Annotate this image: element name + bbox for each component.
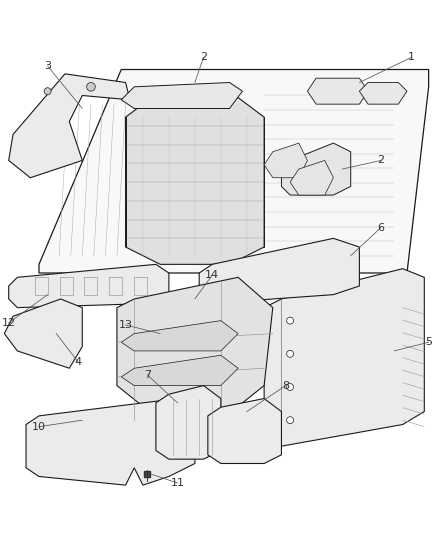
Circle shape: [156, 434, 164, 441]
Polygon shape: [39, 69, 429, 273]
Polygon shape: [126, 91, 264, 264]
Circle shape: [200, 395, 207, 402]
Circle shape: [87, 83, 95, 91]
Text: 2: 2: [378, 156, 385, 165]
Circle shape: [286, 317, 293, 324]
Polygon shape: [117, 277, 273, 420]
Circle shape: [330, 272, 337, 279]
Circle shape: [81, 434, 89, 441]
Polygon shape: [282, 143, 351, 195]
Text: 13: 13: [119, 320, 133, 330]
Text: 8: 8: [282, 381, 290, 391]
Circle shape: [44, 434, 52, 441]
Circle shape: [196, 304, 203, 311]
Circle shape: [243, 424, 251, 433]
Text: 4: 4: [74, 357, 81, 367]
Circle shape: [226, 272, 233, 279]
Polygon shape: [4, 299, 82, 368]
Text: 6: 6: [378, 223, 385, 232]
Polygon shape: [121, 356, 238, 385]
Circle shape: [252, 272, 259, 279]
Polygon shape: [121, 321, 238, 351]
Circle shape: [200, 304, 208, 311]
Circle shape: [304, 272, 311, 279]
Polygon shape: [264, 143, 307, 177]
Polygon shape: [26, 399, 195, 485]
Text: 7: 7: [144, 370, 151, 379]
Polygon shape: [264, 269, 424, 446]
Text: 5: 5: [425, 337, 432, 348]
Polygon shape: [208, 399, 282, 464]
Circle shape: [286, 350, 293, 357]
Circle shape: [239, 313, 246, 320]
Polygon shape: [121, 83, 243, 109]
Polygon shape: [9, 264, 169, 308]
Circle shape: [286, 417, 293, 424]
Text: 2: 2: [200, 52, 207, 62]
Circle shape: [278, 272, 285, 279]
Circle shape: [119, 434, 127, 441]
Circle shape: [44, 88, 51, 95]
Polygon shape: [290, 160, 333, 195]
Circle shape: [26, 325, 35, 334]
Circle shape: [152, 309, 159, 316]
Text: 12: 12: [2, 318, 16, 328]
Polygon shape: [199, 238, 359, 303]
Circle shape: [181, 294, 191, 304]
Polygon shape: [359, 83, 407, 104]
Circle shape: [148, 395, 155, 402]
Polygon shape: [307, 78, 368, 104]
Text: 11: 11: [170, 478, 184, 488]
Text: 14: 14: [205, 270, 219, 280]
Polygon shape: [9, 74, 130, 177]
Polygon shape: [156, 385, 221, 459]
Text: 10: 10: [32, 422, 46, 432]
Text: 1: 1: [408, 52, 415, 62]
Circle shape: [286, 384, 293, 391]
Text: 3: 3: [44, 61, 51, 71]
